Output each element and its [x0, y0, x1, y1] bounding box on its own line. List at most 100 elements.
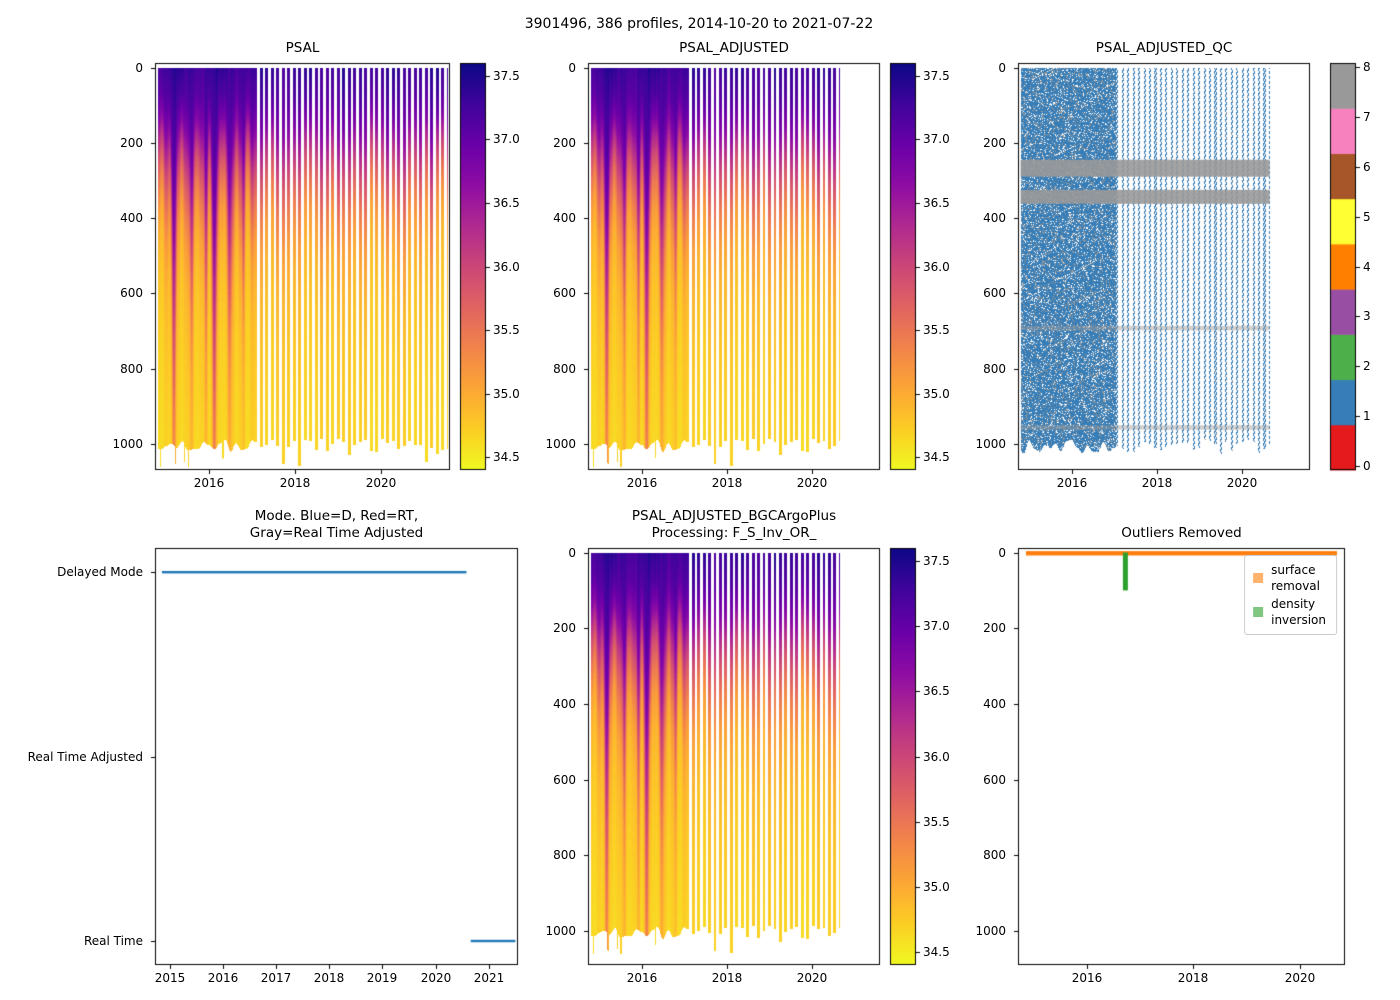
colorbar-tick-label: 36.5 — [923, 196, 950, 210]
x-tick-label: 2016 — [207, 971, 239, 985]
x-tick-label: 2018 — [279, 476, 311, 490]
x-tick-label: 2019 — [366, 971, 398, 985]
plot-title-mode: Mode. Blue=D, Red=RT, Gray=Real Time Adj… — [250, 508, 423, 542]
colorbar-tick-label: 36.0 — [493, 260, 520, 274]
x-tick-label: 2018 — [1177, 971, 1209, 985]
x-tick-label: 2016 — [626, 476, 658, 490]
colorbar-tick-label: 37.0 — [923, 619, 950, 633]
colorbar-tick-label: 2 — [1363, 359, 1371, 373]
x-tick-label: 2020 — [796, 971, 828, 985]
y-tick-label: 600 — [983, 286, 1006, 300]
legend-marker-surface-removal — [1253, 573, 1264, 583]
x-tick-label: 2016 — [1071, 971, 1103, 985]
plot-title-psal-adjusted-qc: PSAL_ADJUSTED_QC — [1095, 40, 1233, 56]
legend-item-surface-removal: surface removal — [1253, 562, 1326, 594]
y-tick-label: 1000 — [975, 437, 1006, 451]
x-tick-label: 2020 — [1284, 971, 1316, 985]
y-tick-label: 0 — [998, 61, 1006, 75]
y-tick-label: 1000 — [545, 924, 576, 938]
x-tick-label: 2016 — [193, 476, 225, 490]
y-tick-label: 400 — [553, 211, 576, 225]
y-tick-label: 0 — [568, 61, 576, 75]
x-tick-label: 2021 — [473, 971, 505, 985]
colorbar-tick-label: 37.5 — [923, 554, 950, 568]
colorbar-tick-label: 7 — [1363, 110, 1371, 124]
colorbar-tick-label: 36.5 — [923, 684, 950, 698]
legend-label-density-inversion: density inversion — [1271, 597, 1326, 627]
y-tick-label: 800 — [553, 848, 576, 862]
y-tick-label: 800 — [983, 362, 1006, 376]
colorbar-tick-label: 34.5 — [493, 450, 520, 464]
colorbar-tick-label: 0 — [1363, 459, 1371, 473]
colorbar-tick-label: 37.0 — [923, 132, 950, 146]
legend-item-density-inversion: density inversion — [1253, 596, 1326, 628]
y-tick-label: 600 — [983, 773, 1006, 787]
y-tick-label: 600 — [553, 286, 576, 300]
y-tick-label: 0 — [135, 61, 143, 75]
colorbar-tick-label: 35.0 — [923, 880, 950, 894]
figure-suptitle: 3901496, 386 profiles, 2014-10-20 to 202… — [524, 16, 874, 32]
y-tick-label: 200 — [553, 621, 576, 635]
plot-title-psal: PSAL — [285, 40, 320, 56]
colorbar-tick-label: 3 — [1363, 309, 1371, 323]
x-tick-label: 2020 — [796, 476, 828, 490]
colorbar-tick-label: 34.5 — [923, 945, 950, 959]
x-tick-label: 2020 — [420, 971, 452, 985]
y-tick-label: 400 — [120, 211, 143, 225]
y-tick-label: 400 — [983, 697, 1006, 711]
colorbar-tick-label: 37.5 — [923, 69, 950, 83]
x-tick-label: 2018 — [711, 971, 743, 985]
plot-title-mode-line-1: Mode. Blue=D, Red=RT, — [254, 508, 419, 524]
plot-title-psal-adjusted-bgc: PSAL_ADJUSTED_BGCArgoPlus Processing: F_… — [632, 508, 836, 542]
y-tick-label: Delayed Mode — [57, 565, 143, 579]
y-tick-label: Real Time Adjusted — [27, 750, 143, 764]
y-tick-label: 200 — [120, 136, 143, 150]
plot-title-psal-adjusted: PSAL_ADJUSTED — [679, 40, 789, 56]
x-tick-label: 2016 — [626, 971, 658, 985]
y-tick-label: 800 — [553, 362, 576, 376]
y-tick-label: 800 — [120, 362, 143, 376]
plot-title-mode-line-2: Gray=Real Time Adjusted — [249, 525, 424, 541]
colorbar-tick-label: 35.5 — [493, 323, 520, 337]
colorbar-tick-label: 36.0 — [923, 750, 950, 764]
plot-title-outliers: Outliers Removed — [1121, 525, 1242, 541]
x-tick-label: 2020 — [365, 476, 397, 490]
y-tick-label: 800 — [983, 848, 1006, 862]
x-tick-label: 2018 — [1141, 476, 1173, 490]
colorbar-tick-label: 36.0 — [923, 260, 950, 274]
x-tick-label: 2018 — [313, 971, 345, 985]
x-tick-label: 2018 — [711, 476, 743, 490]
colorbar-tick-label: 34.5 — [923, 450, 950, 464]
colorbar-tick-label: 36.5 — [493, 196, 520, 210]
colorbar-tick-label: 35.5 — [923, 323, 950, 337]
colorbar-tick-label: 4 — [1363, 260, 1371, 274]
colorbar-tick-label: 35.0 — [493, 387, 520, 401]
colorbar-tick-label: 37.0 — [493, 132, 520, 146]
plot-title-psal-adjusted-bgc-line-1: PSAL_ADJUSTED_BGCArgoPlus — [631, 508, 837, 524]
y-tick-label: 400 — [553, 697, 576, 711]
colorbar-tick-label: 1 — [1363, 409, 1371, 423]
colorbar-tick-label: 35.0 — [923, 387, 950, 401]
colorbar-tick-label: 6 — [1363, 160, 1371, 174]
y-tick-label: 200 — [983, 621, 1006, 635]
y-tick-label: 400 — [983, 211, 1006, 225]
outliers-legend: surface removal density inversion — [1244, 555, 1337, 635]
y-tick-label: 1000 — [112, 437, 143, 451]
colorbar-tick-label: 35.5 — [923, 815, 950, 829]
y-tick-label: Real Time — [83, 934, 143, 948]
colorbar-tick-label: 8 — [1363, 60, 1371, 74]
y-tick-label: 1000 — [975, 924, 1006, 938]
y-tick-label: 200 — [983, 136, 1006, 150]
y-tick-label: 0 — [568, 546, 576, 560]
y-tick-label: 600 — [120, 286, 143, 300]
y-tick-label: 0 — [998, 546, 1006, 560]
colorbar-tick-label: 37.5 — [493, 69, 520, 83]
x-tick-label: 2016 — [1056, 476, 1088, 490]
x-tick-label: 2020 — [1226, 476, 1258, 490]
legend-marker-density-inversion — [1253, 607, 1264, 617]
x-tick-label: 2017 — [260, 971, 292, 985]
plot-title-psal-adjusted-bgc-line-2: Processing: F_S_Inv_OR_ — [651, 525, 817, 541]
colorbar-tick-label: 5 — [1363, 210, 1371, 224]
